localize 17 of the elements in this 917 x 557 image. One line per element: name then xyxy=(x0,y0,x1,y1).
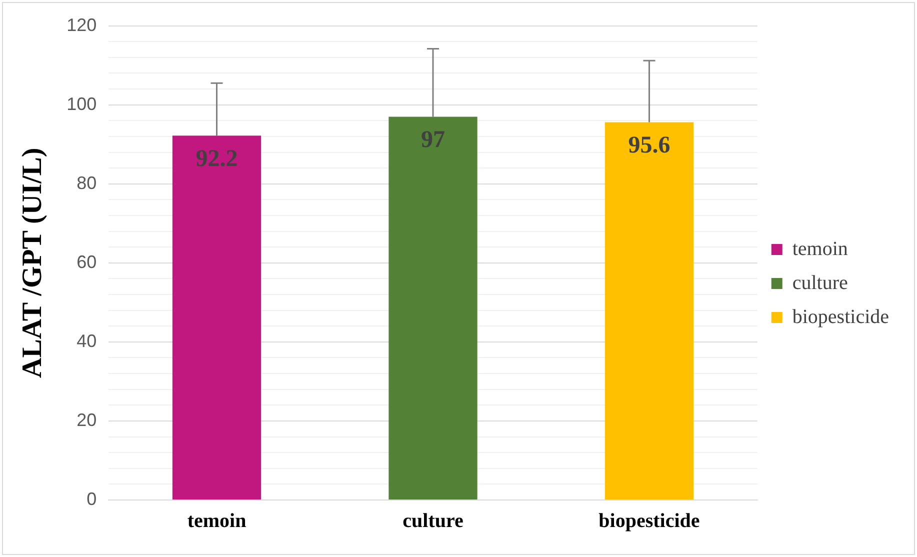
y-axis-title: ALAT /GPT (UI/L) xyxy=(17,148,48,378)
y-tick-label: 0 xyxy=(86,488,97,509)
y-tick-label: 40 xyxy=(76,330,97,351)
y-tick-label: 120 xyxy=(66,14,97,35)
legend-label: biopesticide xyxy=(792,306,890,328)
y-tick-label: 80 xyxy=(76,172,97,193)
y-tick-label: 60 xyxy=(76,252,97,272)
x-tick-label: culture xyxy=(402,510,464,532)
x-tick-label: biopesticide xyxy=(598,510,700,532)
data-label: 95.6 xyxy=(628,132,670,158)
legend-label: temoin xyxy=(792,238,848,260)
legend-label: culture xyxy=(792,272,848,294)
data-label: 97 xyxy=(420,126,445,153)
x-tick-label: temoin xyxy=(187,510,246,532)
data-label: 92.2 xyxy=(196,146,238,172)
y-tick-label: 20 xyxy=(76,410,97,430)
y-tick-label: 100 xyxy=(66,94,97,114)
